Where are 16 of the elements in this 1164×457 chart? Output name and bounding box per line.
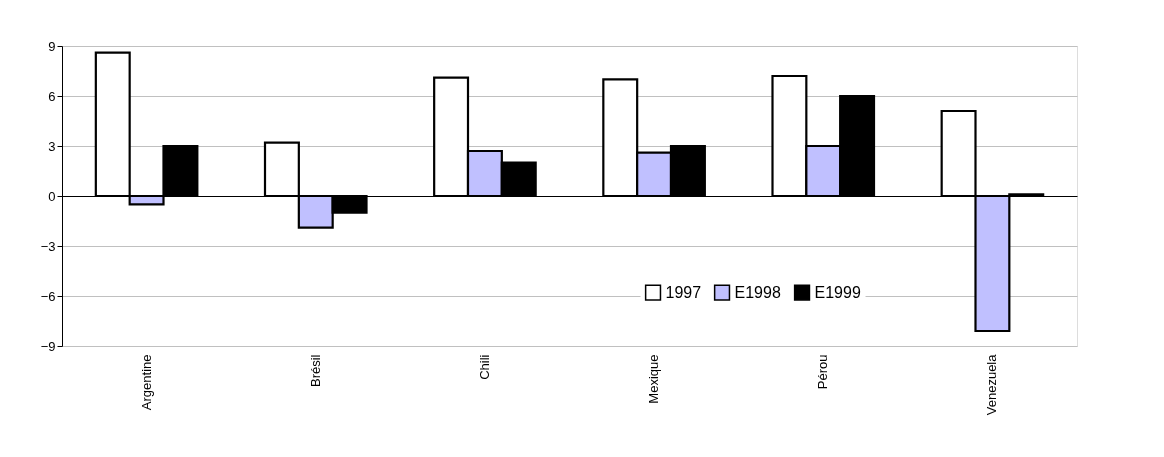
y-tick-label: −9 (40, 338, 56, 354)
y-tick-label: 6 (48, 88, 56, 104)
x-tick-label: Chili (476, 354, 492, 380)
x-tick-label: Mexique (646, 354, 662, 404)
y-tick-label: −6 (40, 288, 56, 304)
legend-label: 1997 (665, 283, 702, 301)
y-tick-label: 0 (48, 188, 56, 204)
y-tick-label: 9 (48, 38, 56, 54)
legend-label: E1999 (814, 283, 861, 301)
y-tick-label: −3 (40, 238, 56, 254)
x-tick-label: Venezuela (984, 353, 1000, 416)
x-tick-label: Brésil (307, 354, 323, 388)
x-tick-label: Pérou (815, 354, 831, 390)
legend-label: E1998 (734, 283, 781, 301)
y-tick-label: 3 (48, 138, 56, 154)
x-tick-label: Argentine (138, 354, 154, 411)
